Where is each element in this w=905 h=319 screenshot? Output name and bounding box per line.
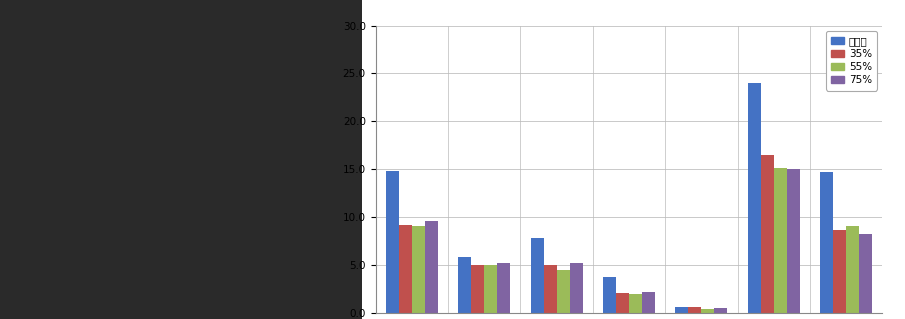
Bar [484,265,497,313]
Bar [616,293,629,313]
Bar [714,308,728,313]
Bar [834,230,846,313]
Bar [412,226,424,313]
Bar [569,263,583,313]
Bar [761,155,774,313]
Bar [497,263,510,313]
Bar [748,83,761,313]
Bar [386,171,399,313]
Bar [399,225,412,313]
Bar [530,238,544,313]
Bar [458,257,472,313]
Bar [786,169,800,313]
Bar [689,307,701,313]
Bar [544,265,557,313]
Bar [603,277,616,313]
Bar [642,292,655,313]
Bar [629,294,642,313]
Bar [675,307,689,313]
Bar [859,234,872,313]
Legend: 대조구, 35%, 55%, 75%: 대조구, 35%, 55%, 75% [826,31,877,91]
Bar [701,309,714,313]
Bar [424,221,438,313]
Bar [774,168,786,313]
Bar [846,226,859,313]
Bar [472,265,484,313]
Bar [557,270,569,313]
Bar [820,172,834,313]
